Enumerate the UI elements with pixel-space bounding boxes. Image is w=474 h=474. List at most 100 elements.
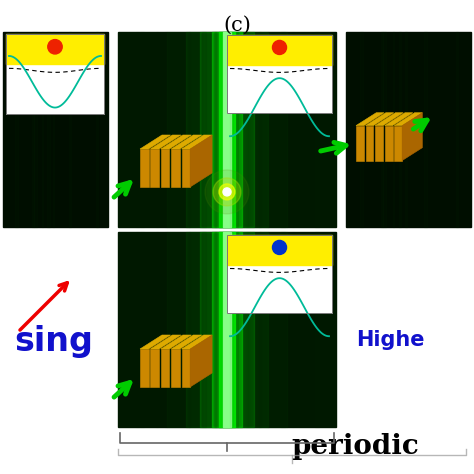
- Polygon shape: [182, 349, 190, 387]
- Bar: [156, 232, 158, 427]
- Polygon shape: [356, 113, 384, 126]
- Bar: [259, 232, 261, 427]
- Circle shape: [205, 170, 249, 214]
- Polygon shape: [402, 113, 422, 161]
- Bar: [259, 32, 261, 227]
- Bar: [393, 32, 394, 227]
- Bar: [214, 232, 216, 427]
- Bar: [281, 32, 285, 227]
- Text: Highe: Highe: [356, 330, 425, 350]
- Bar: [200, 232, 254, 427]
- Bar: [227, 35, 332, 113]
- Polygon shape: [190, 135, 212, 187]
- Bar: [202, 232, 206, 427]
- Polygon shape: [140, 349, 148, 387]
- Polygon shape: [161, 135, 191, 149]
- Bar: [156, 32, 158, 227]
- Bar: [6, 34, 104, 114]
- Bar: [219, 32, 235, 227]
- Bar: [230, 32, 233, 227]
- Bar: [189, 232, 190, 427]
- Polygon shape: [182, 149, 190, 187]
- Bar: [246, 32, 248, 227]
- Bar: [32, 32, 34, 227]
- Bar: [219, 232, 235, 427]
- Bar: [215, 232, 217, 427]
- Polygon shape: [171, 335, 202, 349]
- Bar: [236, 32, 238, 227]
- Polygon shape: [171, 349, 180, 387]
- Bar: [219, 232, 222, 427]
- Polygon shape: [356, 126, 364, 161]
- Bar: [399, 32, 401, 227]
- Bar: [34, 32, 37, 227]
- Bar: [202, 32, 206, 227]
- Bar: [424, 32, 427, 227]
- Polygon shape: [365, 126, 374, 161]
- Bar: [268, 232, 269, 427]
- Polygon shape: [140, 335, 171, 349]
- Bar: [189, 32, 190, 227]
- Bar: [405, 32, 407, 227]
- Text: (c): (c): [223, 16, 251, 35]
- Bar: [212, 232, 242, 427]
- Bar: [292, 232, 294, 427]
- Polygon shape: [182, 135, 212, 149]
- Circle shape: [219, 184, 235, 200]
- Bar: [268, 32, 269, 227]
- Text: sing: sing: [14, 326, 93, 358]
- Polygon shape: [171, 135, 202, 149]
- Bar: [227, 35, 332, 64]
- Bar: [96, 32, 98, 227]
- Bar: [346, 232, 468, 407]
- Polygon shape: [150, 149, 159, 187]
- Bar: [167, 32, 287, 227]
- Bar: [248, 32, 250, 227]
- Bar: [215, 32, 217, 227]
- Polygon shape: [150, 335, 181, 349]
- Bar: [346, 32, 471, 227]
- Bar: [219, 32, 222, 227]
- Bar: [227, 235, 332, 313]
- Bar: [227, 235, 332, 264]
- Bar: [214, 32, 216, 227]
- Polygon shape: [190, 335, 212, 387]
- Polygon shape: [171, 149, 180, 187]
- Bar: [69, 32, 72, 227]
- Bar: [227, 35, 332, 113]
- Bar: [236, 232, 238, 427]
- Polygon shape: [150, 135, 181, 149]
- Circle shape: [213, 178, 241, 206]
- Polygon shape: [375, 113, 403, 126]
- Polygon shape: [140, 149, 148, 187]
- Circle shape: [273, 40, 286, 55]
- Bar: [136, 232, 139, 427]
- Bar: [230, 232, 233, 427]
- Bar: [140, 232, 144, 427]
- Circle shape: [223, 188, 231, 196]
- Text: periodic: periodic: [291, 433, 419, 460]
- Bar: [140, 32, 144, 227]
- Bar: [212, 32, 242, 227]
- Bar: [53, 32, 54, 227]
- Bar: [360, 32, 363, 227]
- Bar: [200, 32, 254, 227]
- Bar: [186, 232, 268, 427]
- Bar: [223, 32, 231, 227]
- Bar: [136, 32, 139, 227]
- Polygon shape: [150, 349, 159, 387]
- Polygon shape: [394, 126, 402, 161]
- Polygon shape: [161, 335, 191, 349]
- Polygon shape: [375, 126, 383, 161]
- Bar: [165, 232, 167, 427]
- Polygon shape: [182, 335, 212, 349]
- Polygon shape: [365, 113, 393, 126]
- Bar: [292, 32, 294, 227]
- Bar: [167, 232, 287, 427]
- Bar: [315, 32, 319, 227]
- Bar: [281, 232, 285, 427]
- Bar: [186, 32, 268, 227]
- Bar: [381, 32, 383, 227]
- Polygon shape: [161, 349, 169, 387]
- Bar: [118, 32, 336, 227]
